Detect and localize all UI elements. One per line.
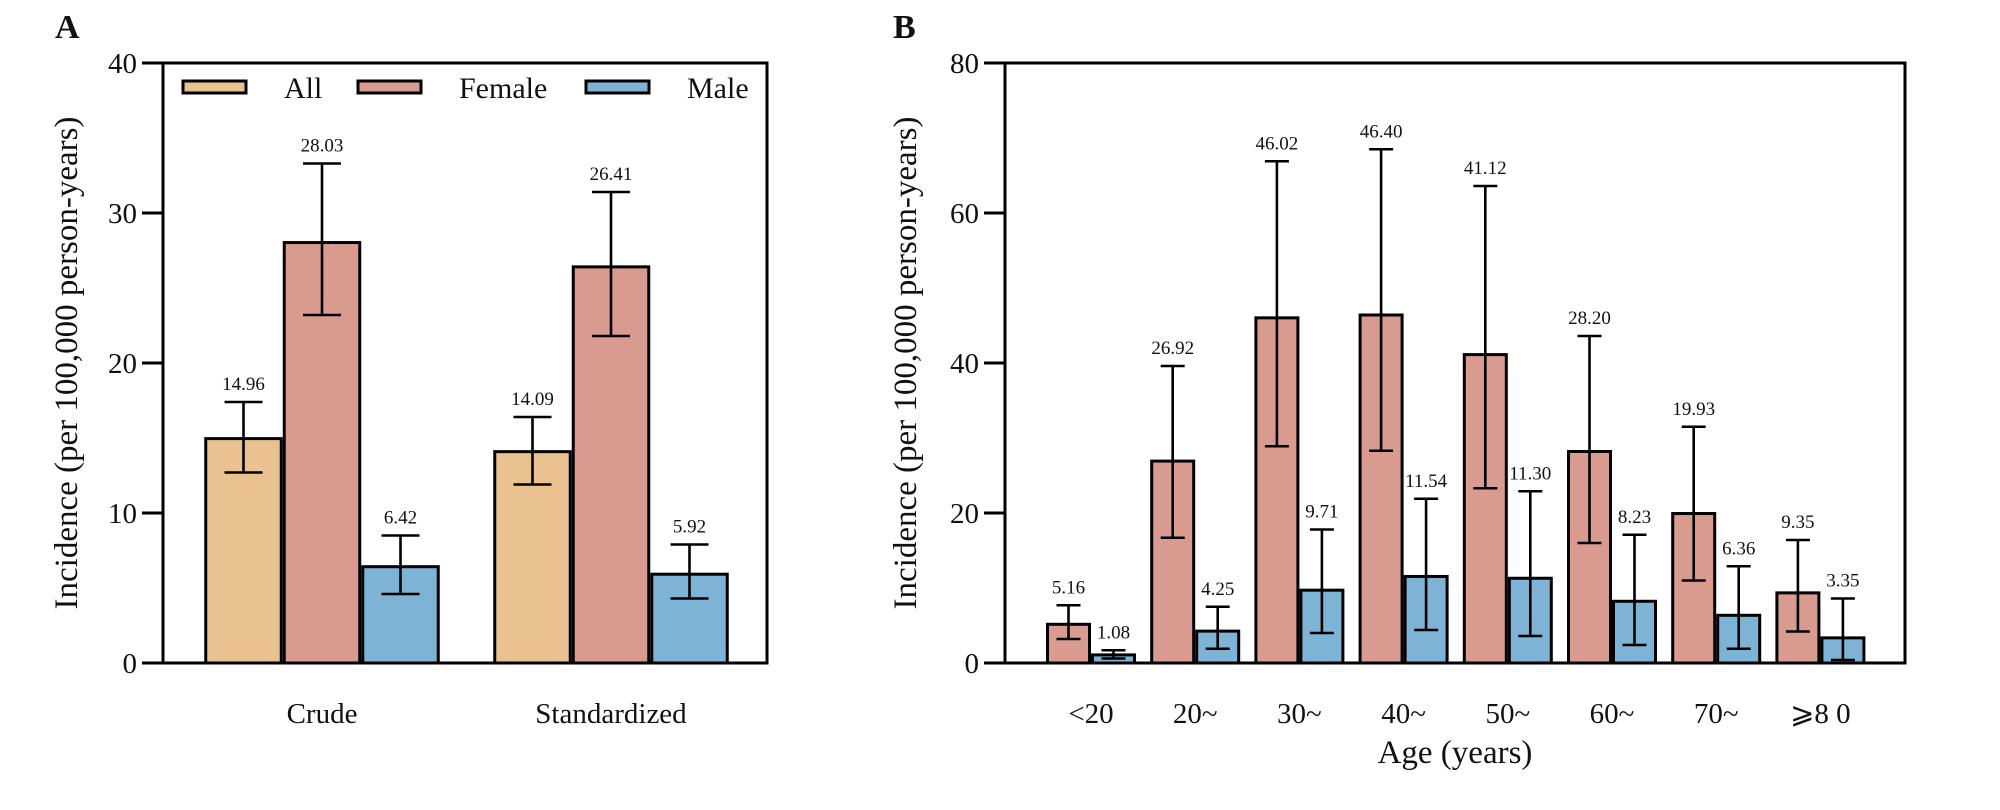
data-label: 14.09 <box>511 389 554 410</box>
data-label: 6.42 <box>384 508 417 529</box>
data-label: 5.92 <box>673 517 706 538</box>
y-tick-label: 80 <box>950 48 979 80</box>
legend-swatch-male <box>584 79 651 95</box>
data-label: 9.71 <box>1305 502 1338 523</box>
panel-a-letter: A <box>55 9 80 46</box>
legend-swatch-female <box>356 79 423 95</box>
y-tick-label: 40 <box>108 48 137 80</box>
x-tick-label: 40~ <box>1381 698 1426 730</box>
data-label: 28.20 <box>1568 308 1611 329</box>
x-tick-label: ⩾8 0 <box>1790 698 1851 730</box>
data-label: 11.30 <box>1509 463 1551 484</box>
panel-b-letter: B <box>893 9 916 46</box>
panel-a-y-axis-title: Incidence (per 100,000 person-years) <box>49 117 85 610</box>
panel-a-value-labels: 14.96 28.03 6.42 14.09 26.41 5.92 <box>222 136 706 538</box>
data-label: 41.12 <box>1464 158 1507 179</box>
panel-b-category-labels: <20 20~ 30~ 40~ 50~ 60~ 70~ ⩾8 0 <box>1068 698 1850 730</box>
data-label: 9.35 <box>1781 512 1814 533</box>
x-tick-label: Crude <box>287 698 358 730</box>
data-label: 3.35 <box>1826 571 1859 592</box>
x-tick-label: 60~ <box>1590 698 1635 730</box>
data-label: 14.96 <box>222 374 265 395</box>
legend-swatch-all <box>181 79 248 95</box>
data-label: 46.02 <box>1256 133 1299 154</box>
panel-b-x-axis-title: Age (years) <box>1378 735 1533 771</box>
panel-a-bars <box>204 241 729 665</box>
panel-a-y-ticks: 0 10 20 30 40 <box>108 48 163 680</box>
panel-a-category-labels: Crude Standardized <box>287 698 688 730</box>
panel-b-y-ticks: 0 20 40 60 80 <box>950 48 1005 680</box>
data-label: 5.16 <box>1052 577 1085 598</box>
y-tick-label: 0 <box>123 648 138 680</box>
y-tick-label: 20 <box>950 498 979 530</box>
panel-a: A Incidence (per 100,000 person-years) 0… <box>49 9 769 730</box>
y-tick-label: 60 <box>950 198 979 230</box>
data-label: 46.40 <box>1360 121 1403 142</box>
x-tick-label: 50~ <box>1485 698 1530 730</box>
panel-b: B Incidence (per 100,000 person-years) 0… <box>888 9 1907 771</box>
data-label: 8.23 <box>1618 507 1651 528</box>
panel-b-value-labels: 5.16 1.08 26.92 4.25 46.02 9.71 46.40 11.54 41.1… <box>1052 121 1860 643</box>
legend-label-female: Female <box>459 72 547 105</box>
panel-b-frame <box>1003 61 1907 665</box>
data-label: 28.03 <box>301 136 344 157</box>
panel-a-frame <box>161 61 769 665</box>
legend-label-all: All <box>284 72 322 105</box>
data-label: 11.54 <box>1405 471 1448 492</box>
y-tick-label: 0 <box>965 648 980 680</box>
bar-all <box>204 437 283 665</box>
x-tick-label: 20~ <box>1173 698 1218 730</box>
panel-a-legend: All Female Male <box>181 72 749 105</box>
y-tick-label: 20 <box>108 348 137 380</box>
x-tick-label: 30~ <box>1277 698 1322 730</box>
data-label: 19.93 <box>1672 399 1715 420</box>
panel-b-y-axis-title: Incidence (per 100,000 person-years) <box>888 117 924 610</box>
y-tick-label: 40 <box>950 348 979 380</box>
y-tick-label: 10 <box>108 498 137 530</box>
data-label: 1.08 <box>1097 622 1130 643</box>
x-tick-label: 70~ <box>1694 698 1739 730</box>
panel-b-error-bars <box>1056 147 1855 662</box>
data-label: 26.92 <box>1151 338 1194 359</box>
panel-a-error-bars <box>224 162 709 600</box>
x-tick-label: Standardized <box>535 698 687 730</box>
data-label: 6.36 <box>1722 538 1755 559</box>
data-label: 4.25 <box>1201 579 1234 600</box>
legend-label-male: Male <box>687 72 749 105</box>
y-tick-label: 30 <box>108 198 137 230</box>
data-label: 26.41 <box>590 164 633 185</box>
x-tick-label: <20 <box>1068 698 1113 730</box>
